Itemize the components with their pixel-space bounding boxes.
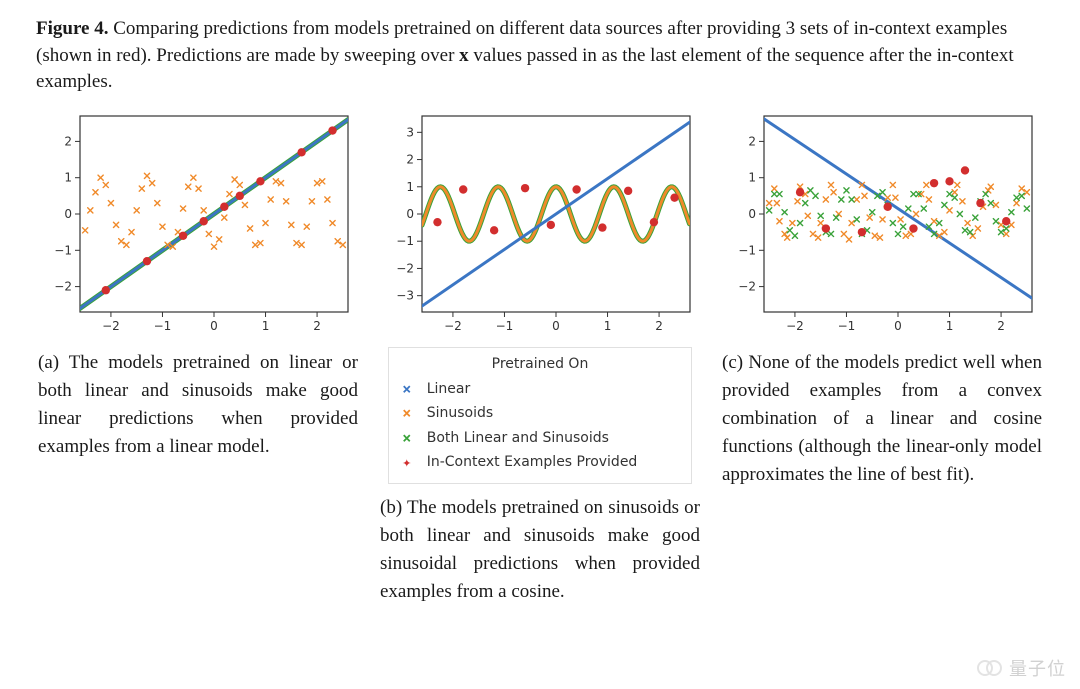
svg-text:0: 0 — [748, 207, 756, 221]
caption-b: (b) The models pretrained on sinusoids o… — [378, 494, 702, 606]
watermark-text: 量子位 — [1009, 655, 1066, 681]
chart-a: −2 −1 0 1 2 −2 −1 0 1 2 — [36, 106, 360, 343]
legend-item: × Linear — [399, 377, 682, 402]
svg-text:2: 2 — [64, 134, 72, 148]
legend-marker-icon: × — [399, 402, 415, 425]
svg-text:1: 1 — [64, 170, 72, 184]
chart-b: −2 −1 0 1 2 −3 −2 −1 0 1 2 3 — [378, 106, 702, 343]
svg-text:1: 1 — [406, 180, 414, 194]
svg-text:0: 0 — [894, 319, 902, 333]
legend: Pretrained On × Linear × Sinusoids × Both Line… — [388, 347, 693, 484]
svg-text:1: 1 — [946, 319, 954, 333]
svg-text:−1: −1 — [396, 234, 414, 248]
figure-label: Figure 4. — [36, 18, 108, 39]
figure-page: Figure 4. Comparing predictions from mod… — [0, 0, 1080, 689]
panel-b: −2 −1 0 1 2 −3 −2 −1 0 1 2 3 Pretrained On × Linear × S… — [378, 106, 702, 606]
svg-text:−2: −2 — [738, 279, 756, 293]
svg-text:0: 0 — [552, 319, 560, 333]
legend-item: ✦ In-Context Examples Provided — [399, 450, 682, 475]
svg-text:−1: −1 — [738, 243, 756, 257]
caption-a: (a) The models pretrained on linear or b… — [36, 349, 360, 461]
legend-title: Pretrained On — [399, 354, 682, 375]
legend-item: × Both Linear and Sinusoids — [399, 426, 682, 451]
panel-c: −2 −1 0 1 2 −2 −1 0 1 2 (c) None of the models pr… — [720, 106, 1044, 606]
chart-a-svg: −2 −1 0 1 2 −2 −1 0 1 2 — [36, 106, 356, 338]
svg-text:1: 1 — [748, 170, 756, 184]
charts-row: −2 −1 0 1 2 −2 −1 0 1 2 (a) The models pretrained… — [36, 106, 1044, 606]
chart-c: −2 −1 0 1 2 −2 −1 0 1 2 — [720, 106, 1044, 343]
legend-label: Linear — [427, 379, 471, 400]
figure-caption: Figure 4. Comparing predictions from mod… — [36, 16, 1044, 96]
svg-text:−1: −1 — [154, 319, 172, 333]
svg-text:−2: −2 — [786, 319, 804, 333]
legend-marker-icon: × — [399, 427, 415, 450]
svg-text:−2: −2 — [396, 261, 414, 275]
svg-text:0: 0 — [406, 207, 414, 221]
svg-text:−2: −2 — [444, 319, 462, 333]
legend-label: Sinusoids — [427, 403, 493, 424]
caption-c: (c) None of the models predict well when… — [720, 349, 1044, 490]
svg-text:1: 1 — [604, 319, 612, 333]
svg-text:1: 1 — [262, 319, 270, 333]
svg-text:0: 0 — [210, 319, 218, 333]
legend-label: Both Linear and Sinusoids — [427, 428, 609, 449]
watermark-icon — [977, 657, 1003, 679]
chart-c-svg: −2 −1 0 1 2 −2 −1 0 1 2 — [720, 106, 1040, 338]
svg-text:2: 2 — [313, 319, 321, 333]
svg-text:2: 2 — [997, 319, 1005, 333]
legend-marker-icon: × — [399, 378, 415, 401]
svg-text:−1: −1 — [496, 319, 514, 333]
legend-item: × Sinusoids — [399, 401, 682, 426]
svg-text:2: 2 — [406, 152, 414, 166]
figure-caption-text: Comparing predictions from models pretra… — [36, 18, 1014, 92]
svg-text:0: 0 — [64, 207, 72, 221]
svg-text:2: 2 — [655, 319, 663, 333]
svg-text:−2: −2 — [102, 319, 120, 333]
svg-text:−1: −1 — [54, 243, 72, 257]
watermark: 量子位 — [977, 655, 1066, 681]
chart-b-svg: −2 −1 0 1 2 −3 −2 −1 0 1 2 3 — [378, 106, 698, 338]
panel-a: −2 −1 0 1 2 −2 −1 0 1 2 (a) The models pretrained… — [36, 106, 360, 606]
svg-text:−3: −3 — [396, 288, 414, 302]
legend-marker-icon: ✦ — [399, 451, 415, 474]
svg-text:−1: −1 — [838, 319, 856, 333]
svg-text:−2: −2 — [54, 279, 72, 293]
svg-text:3: 3 — [406, 125, 414, 139]
svg-text:2: 2 — [748, 134, 756, 148]
legend-label: In-Context Examples Provided — [427, 452, 638, 473]
